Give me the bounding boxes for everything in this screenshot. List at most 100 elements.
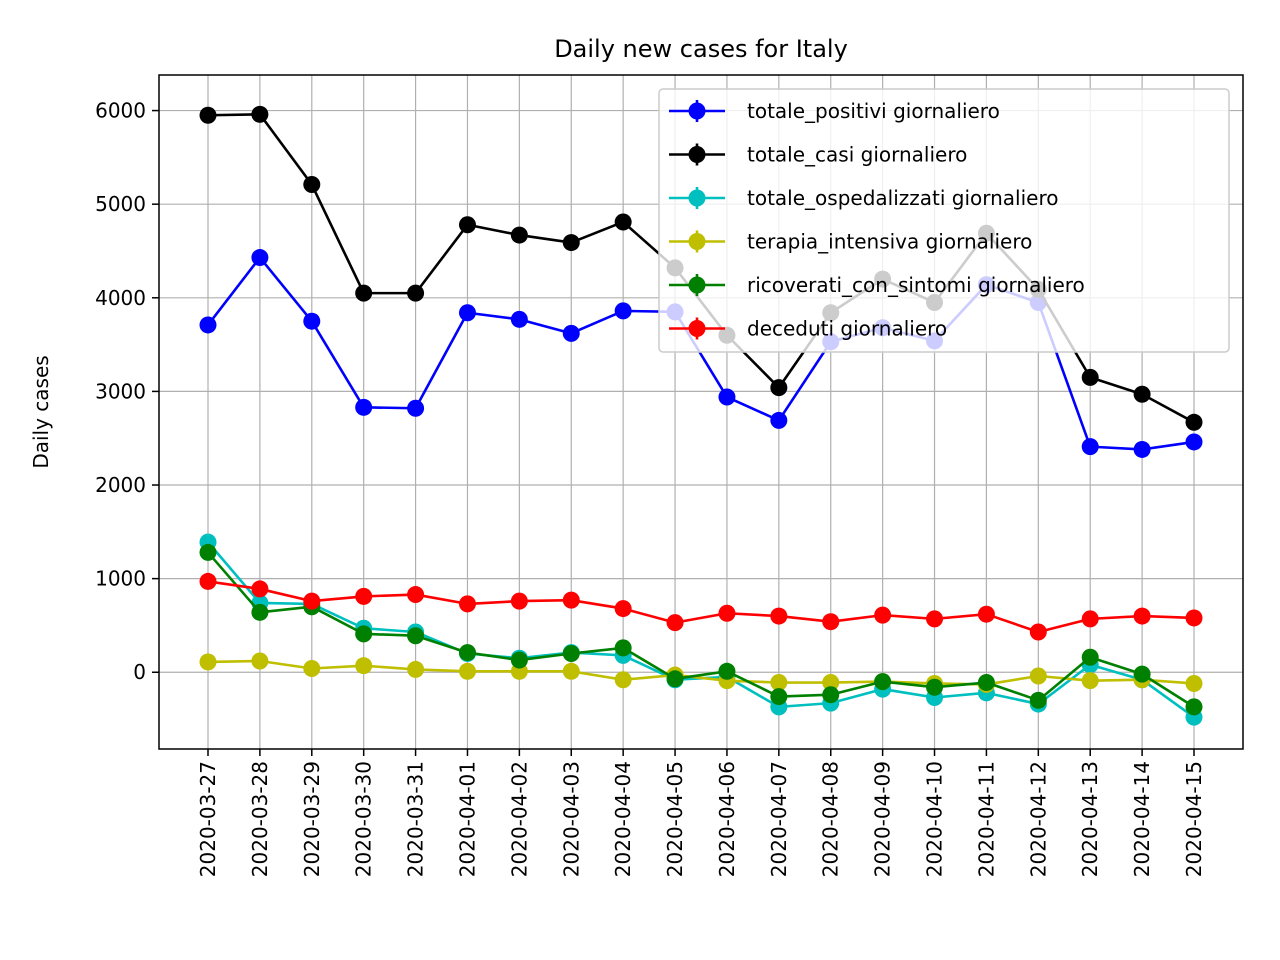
x-tick-label: 2020-03-30	[352, 761, 376, 877]
data-point	[1081, 368, 1099, 386]
data-point	[562, 591, 580, 609]
x-tick-label: 2020-04-02	[507, 761, 531, 877]
chart-title: Daily new cases for Italy	[554, 35, 848, 63]
legend-label: ricoverati_con_sintomi giornaliero	[747, 273, 1085, 297]
data-point	[562, 645, 580, 663]
y-axis-label: Daily cases	[29, 355, 53, 468]
data-point	[614, 600, 632, 618]
x-tick-label: 2020-04-07	[767, 761, 791, 877]
data-point	[251, 249, 269, 267]
legend-entry: totale_ospedalizzati giornaliero	[669, 186, 1059, 210]
x-tick-label: 2020-04-12	[1026, 761, 1050, 877]
legend-label: totale_positivi giornaliero	[747, 99, 1000, 123]
data-point	[199, 316, 217, 334]
legend-marker	[688, 320, 706, 337]
data-point	[1081, 610, 1099, 628]
data-point	[666, 614, 684, 632]
data-point	[510, 310, 528, 328]
y-tick-label: 2000	[95, 473, 146, 497]
x-tick-label: 2020-04-08	[819, 761, 843, 877]
data-point	[355, 625, 373, 643]
data-point	[770, 607, 788, 625]
x-tick-label: 2020-03-29	[300, 761, 324, 877]
data-point	[770, 379, 788, 397]
data-point	[874, 606, 892, 624]
data-point	[718, 604, 736, 622]
legend-label: totale_casi giornaliero	[747, 143, 967, 167]
data-point	[822, 686, 840, 704]
data-point	[1185, 433, 1203, 451]
data-point	[770, 674, 788, 692]
data-point	[355, 284, 373, 302]
data-point	[1133, 385, 1151, 403]
x-tick-label: 2020-04-11	[974, 761, 998, 877]
legend: totale_positivi giornaliero totale_casi g…	[658, 88, 1230, 353]
data-point	[1133, 440, 1151, 458]
x-tick-label: 2020-04-03	[559, 761, 583, 877]
series-line	[207, 580, 1195, 634]
data-point	[822, 613, 840, 631]
y-tick-label: 6000	[95, 99, 146, 123]
data-point	[251, 580, 269, 598]
data-point	[1185, 698, 1203, 716]
y-tick-label: 0	[133, 660, 146, 684]
x-tick-label: 2020-04-04	[611, 761, 635, 877]
data-point	[199, 543, 217, 561]
x-tick-label: 2020-04-05	[663, 761, 687, 877]
data-point	[355, 587, 373, 605]
data-point	[614, 639, 632, 657]
plot-frame	[158, 74, 1244, 750]
y-tick-label: 5000	[95, 192, 146, 216]
x-tick-label: 2020-04-01	[455, 761, 479, 877]
data-point	[1081, 672, 1099, 690]
data-point	[562, 234, 580, 252]
y-tick-label: 4000	[95, 286, 146, 310]
series-deceduti-giornaliero	[199, 572, 1203, 641]
data-point	[666, 670, 684, 688]
data-point	[874, 673, 892, 691]
legend-label: deceduti giornaliero	[747, 317, 947, 341]
x-tick-label: 2020-04-09	[871, 761, 895, 877]
data-point	[1133, 607, 1151, 625]
data-point	[458, 304, 476, 322]
data-point	[407, 627, 425, 645]
legend-marker	[688, 102, 706, 120]
x-tick-label: 2020-03-27	[196, 761, 220, 877]
data-point	[1081, 438, 1099, 456]
series-layer	[199, 105, 1203, 726]
x-tick-label: 2020-04-10	[923, 761, 947, 877]
legend-entry: deceduti giornaliero	[669, 317, 947, 341]
x-tick-label: 2020-04-15	[1182, 761, 1206, 877]
data-point	[251, 603, 269, 621]
data-point	[303, 659, 321, 677]
data-point	[926, 678, 944, 696]
data-point	[510, 592, 528, 610]
data-point	[977, 605, 995, 623]
data-point	[458, 216, 476, 234]
legend-marker	[688, 233, 706, 250]
data-point	[770, 688, 788, 706]
data-point	[1029, 691, 1047, 709]
data-point	[458, 662, 476, 680]
y-tick-label: 1000	[95, 567, 146, 591]
data-point	[614, 213, 632, 231]
legend-entry: terapia_intensiva giornaliero	[669, 230, 1032, 254]
data-point	[510, 651, 528, 669]
x-tick-label: 2020-04-13	[1078, 761, 1102, 877]
data-point	[458, 595, 476, 613]
data-point	[355, 657, 373, 675]
data-point	[770, 411, 788, 429]
data-point	[199, 572, 217, 590]
legend-label: totale_ospedalizzati giornaliero	[747, 186, 1059, 210]
data-point	[926, 610, 944, 628]
data-point	[199, 653, 217, 671]
data-point	[822, 674, 840, 692]
data-point	[614, 671, 632, 689]
data-point	[1185, 674, 1203, 692]
data-point	[251, 652, 269, 670]
data-point	[510, 226, 528, 244]
legend-marker	[688, 189, 706, 207]
data-point	[303, 312, 321, 330]
